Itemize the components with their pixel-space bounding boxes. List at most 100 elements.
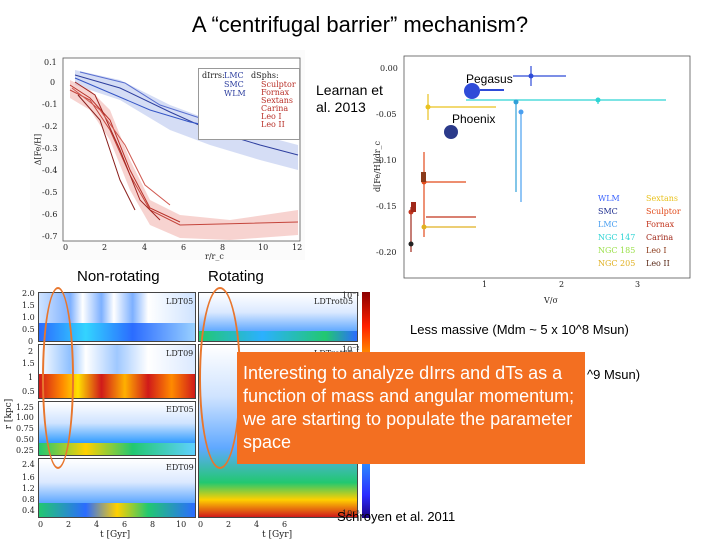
vsigma-ytick: 0.00 [380,64,398,73]
gradient-xtick: 10 [258,243,269,252]
legend-dsphs-item: Sculptor [261,80,296,89]
vsigma-legend-item: Sextans [646,194,678,203]
sim-xlabel: t [Gyr] [262,530,293,540]
vsigma-legend: WLM SMC LMC NGC 147 NGC 185 NGC 205 Sext… [598,194,688,274]
sim-ytick: 0.75 [16,424,34,433]
sim-ytick: 2 [28,347,34,356]
legend-dsphs-item: Leo I [261,112,282,121]
pegasus-pointer [480,89,504,91]
gradient-ylabel: Δ[Fe/H] [33,133,43,166]
pegasus-marker [464,83,480,99]
vsigma-figure: 0.00 -0.05 -0.10 -0.15 -0.20 d[Fe/H]/dr_… [366,52,696,314]
vsigma-legend-item: Leo I [646,246,667,255]
vsigma-ylabel: d[Fe/H]/dr_c [373,140,383,193]
sim-xtick: 8 [150,520,156,529]
phoenix-label: Phoenix [452,112,496,126]
vsigma-plot-svg [403,55,691,279]
sim-ytick: 1.25 [16,403,34,412]
vsigma-ytick: -0.15 [376,202,397,211]
rotating-highlight-oval [199,287,241,469]
vsigma-legend-item: SMC [598,207,618,216]
rotating-label: Rotating [208,268,264,285]
gradient-ytick: -0.5 [42,188,58,197]
gradient-ytick: 0 [50,78,56,87]
sim-label: EDT09 [166,463,194,472]
sim-xlabel: t [Gyr] [100,530,131,540]
vsigma-legend-item: Sculptor [646,207,681,216]
vsigma-legend-item: Fornax [646,220,675,229]
phoenix-marker [444,125,458,139]
sim-ytick: 0.5 [22,387,35,396]
sim-ytick: 1.6 [22,473,35,482]
sim-ytick: 0 [28,337,34,346]
sim-ytick: 0.50 [16,435,34,444]
sim-xtick: 4 [94,520,100,529]
sim-label: LDT09 [166,349,194,358]
vsigma-ytick: -0.20 [376,248,397,257]
sim-xtick: 0 [198,520,204,529]
gradient-xlabel: r/r_c [205,252,224,261]
gradient-xtick: 4 [142,243,148,252]
metallicity-gradient-figure: 0.1 0 -0.1 -0.2 -0.3 -0.4 -0.5 -0.6 -0.7… [30,50,305,261]
sim-xtick: 2 [66,520,72,529]
sim-xtick: 0 [38,520,44,529]
gradient-xtick: 12 [292,243,303,252]
gradient-xtick: 6 [181,243,187,252]
legend-dirrs-item: LMC [224,71,244,80]
gradient-xtick: 8 [220,243,226,252]
vsigma-ytick: -0.10 [376,156,397,165]
sim-ytick: 0.4 [22,506,35,515]
sim-ytick: 0.8 [22,495,35,504]
pegasus-label: Pegasus [466,72,513,86]
gradient-ytick: -0.4 [42,166,58,175]
gradient-xtick: 0 [63,243,69,252]
vsigma-legend-item: Leo II [646,259,670,268]
sim-ytick: 1.00 [16,413,34,422]
gradient-ytick: -0.2 [42,122,58,131]
vsigma-legend-item: NGC 147 [598,233,636,242]
more-massive-label: ^9 Msun) [587,367,641,382]
legend-dsphs-head: dSphs: [251,71,279,80]
sim-xtick: 6 [282,520,288,529]
legend-dirrs-item: SMC [224,80,244,89]
legend-dirrs-item: WLM [224,89,246,98]
sim-ytick: 0.5 [22,325,35,334]
colorbar-tick: 10⁻¹ [342,291,360,300]
gradient-xtick: 2 [102,243,108,252]
vsigma-legend-item: NGC 185 [598,246,636,255]
less-massive-label: Less massive (Mdm ~ 5 x 10^8 Msun) [410,322,629,337]
vsigma-legend-item: WLM [598,194,620,203]
sim-label: LDT05 [166,297,194,306]
vsigma-legend-item: Carina [646,233,674,242]
sim-ytick: 2.0 [22,289,35,298]
legend-dsphs-item: Fornax [261,88,290,97]
callout-box: Interesting to analyze dIrrs and dTs as … [237,352,585,464]
vsigma-legend-item: LMC [598,220,618,229]
vsigma-xtick: 1 [482,280,488,289]
learnan-citation: Learnan et al. 2013 [316,82,383,115]
sim-ylabel: r [kpc] [4,398,15,430]
gradient-ytick: -0.3 [42,144,58,153]
vsigma-xtick: 2 [559,280,565,289]
sim-ytick: 1.5 [22,359,35,368]
vsigma-legend-item: NGC 205 [598,259,636,268]
sim-xtick: 10 [176,520,187,529]
legend-dsphs-item: Sextans [261,96,293,105]
gradient-ytick: 0.1 [44,58,57,67]
slide-title: A “centrifugal barrier” mechanism? [191,12,529,37]
non-rotating-label: Non-rotating [77,268,160,285]
gradient-legend: dIrrs: LMC SMC WLM dSphs: Sculptor Forna… [198,68,300,140]
sim-xtick: 4 [254,520,260,529]
sim-ytick: 0.25 [16,446,34,455]
sim-panel-edt09 [38,458,196,518]
gradient-ytick: -0.1 [42,100,58,109]
sim-ytick: 1.5 [22,301,35,310]
vsigma-ytick: -0.05 [376,110,397,119]
vsigma-xtick: 3 [635,280,641,289]
sim-label: EDT05 [166,405,194,414]
sim-ytick: 2.4 [22,460,35,469]
sim-ytick: 1 [28,373,34,382]
schroyen-citation: Schroyen et al. 2011 [337,509,456,524]
legend-dsphs-item: Carina [261,104,289,113]
sim-ytick: 1.2 [22,484,35,493]
